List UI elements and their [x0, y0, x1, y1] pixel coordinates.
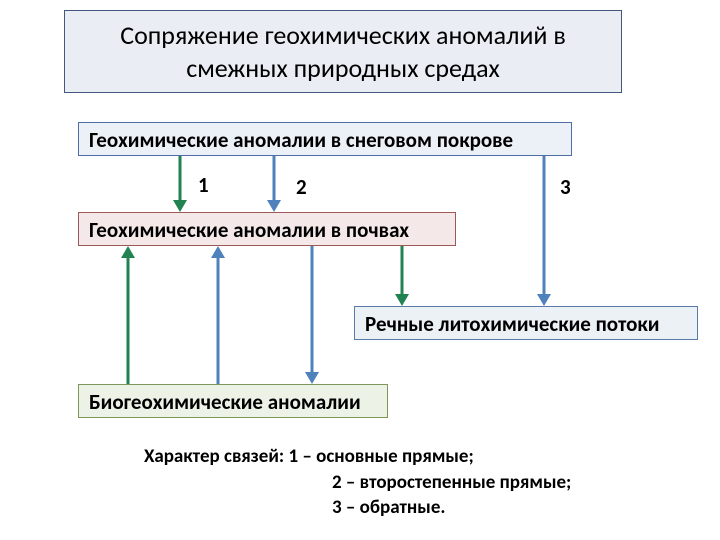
arrows-layer [0, 0, 720, 540]
